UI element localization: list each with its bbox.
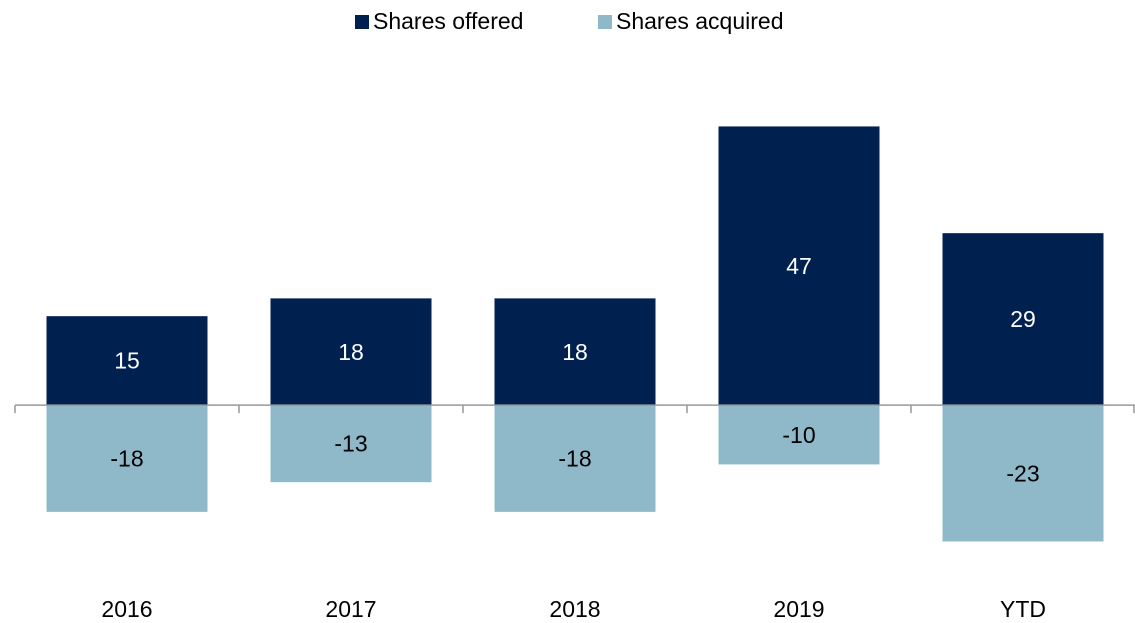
data-label: 18 (562, 339, 588, 365)
bar (46, 316, 208, 406)
data-label: -23 (1006, 460, 1039, 486)
data-label: -13 (334, 431, 367, 457)
x-tick-label: YTD (1000, 596, 1046, 622)
data-label: 18 (338, 339, 364, 365)
legend-label: Shares acquired (616, 8, 784, 34)
bar (718, 405, 880, 465)
data-label: -18 (110, 446, 143, 472)
data-label: 29 (1010, 306, 1036, 332)
x-tick-label: 2019 (773, 596, 824, 622)
bar (270, 298, 432, 406)
bar (46, 405, 208, 512)
legend-swatch (355, 15, 369, 29)
bar (718, 126, 880, 406)
bar (494, 298, 656, 406)
legend-label: Shares offered (373, 8, 523, 34)
x-tick-label: 2018 (549, 596, 600, 622)
x-tick-label: 2017 (325, 596, 376, 622)
data-label: -18 (558, 446, 591, 472)
bar (942, 233, 1104, 406)
x-tick-label: 2016 (101, 596, 152, 622)
bar (494, 405, 656, 512)
bar (270, 405, 432, 483)
data-label: 15 (114, 348, 140, 374)
data-label: 47 (786, 253, 812, 279)
legend-swatch (598, 15, 612, 29)
bar (942, 405, 1104, 542)
data-label: -10 (782, 422, 815, 448)
